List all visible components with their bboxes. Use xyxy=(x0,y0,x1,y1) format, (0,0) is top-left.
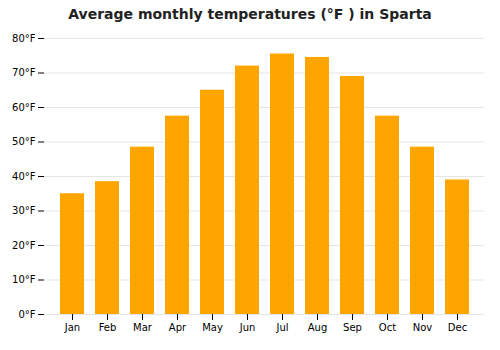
svg-text:50°F: 50°F xyxy=(12,136,36,147)
svg-text:70°F: 70°F xyxy=(12,67,36,78)
svg-text:Sep: Sep xyxy=(343,322,362,333)
svg-text:60°F: 60°F xyxy=(12,102,36,113)
svg-text:Nov: Nov xyxy=(413,322,433,333)
svg-text:Mar: Mar xyxy=(133,322,153,333)
svg-text:May: May xyxy=(202,322,223,333)
svg-text:Jan: Jan xyxy=(64,322,80,333)
svg-text:40°F: 40°F xyxy=(12,171,36,182)
svg-text:20°F: 20°F xyxy=(12,240,36,251)
html-text:Average monthly temperatures (: Average monthly temperatures (°F ) in Sp… xyxy=(68,6,432,22)
svg-text:30°F: 30°F xyxy=(12,205,36,216)
svg-text:Dec: Dec xyxy=(448,322,467,333)
svg-text:Oct: Oct xyxy=(379,322,396,333)
svg-text:Feb: Feb xyxy=(99,322,117,333)
svg-text:10°F: 10°F xyxy=(12,274,36,285)
svg-text:80°F: 80°F xyxy=(12,33,36,44)
svg-text:Jun: Jun xyxy=(239,322,256,333)
svg-text:0°F: 0°F xyxy=(18,309,35,320)
svg-text:Apr: Apr xyxy=(169,322,187,333)
svg-text:Aug: Aug xyxy=(308,322,328,333)
svg-text:Jul: Jul xyxy=(275,322,288,333)
